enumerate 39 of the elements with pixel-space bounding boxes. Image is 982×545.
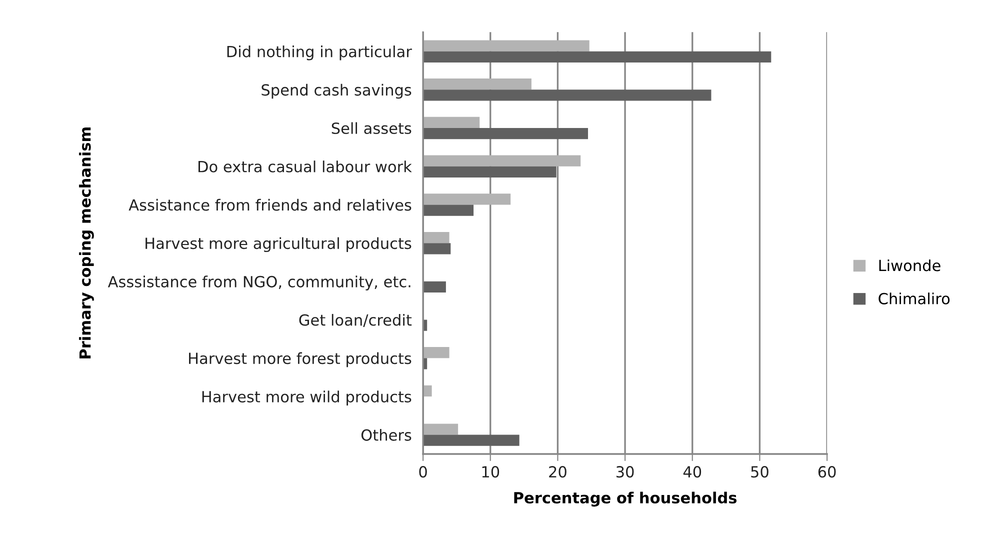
y-tick-label: Asssistance from NGO, community, etc. — [108, 276, 410, 290]
bar — [423, 116, 480, 128]
bar — [423, 51, 772, 62]
y-tick-label: Others — [361, 429, 412, 441]
bar — [423, 232, 450, 244]
x-tick-label: 30 — [616, 466, 634, 478]
bar — [423, 385, 432, 396]
legend-label: Chimaliro — [878, 292, 950, 304]
x-tick-label: 0 — [419, 466, 427, 478]
bar — [423, 194, 511, 205]
y-tick-label: Do extra casual labour work — [198, 160, 412, 172]
bar — [423, 40, 590, 52]
y-tick-label: Did nothing in particular — [227, 46, 412, 60]
bar — [423, 346, 450, 358]
bar — [423, 128, 588, 140]
bar — [423, 424, 458, 435]
x-tick-label: 20 — [549, 466, 566, 478]
y-tick-label: Assistance from friends and relatives — [128, 198, 412, 211]
x-axis-title: Percentage of households — [514, 492, 737, 507]
y-tick-label: Harvest more forest products — [189, 352, 412, 368]
y-tick-label: Harvest more agricultural products — [146, 237, 412, 252]
y-tick-label: Get loan/credit — [299, 314, 412, 327]
bar — [423, 434, 520, 446]
y-axis-title: Primary coping mechanism — [79, 128, 94, 358]
bar — [423, 155, 581, 166]
y-tick-label: Harvest more wild products — [202, 390, 412, 406]
bar — [423, 166, 556, 178]
bar — [423, 281, 446, 293]
bar — [423, 90, 712, 101]
y-tick-label: Sell assets — [332, 122, 412, 134]
x-tick-label: 10 — [482, 466, 500, 478]
x-tick-label: 60 — [818, 466, 836, 478]
y-tick-label: Spend cash savings — [262, 84, 412, 99]
legend-label: Liwonde — [879, 259, 940, 272]
bar — [423, 243, 451, 254]
x-tick-label: 50 — [751, 466, 768, 478]
x-tick-label: 40 — [683, 466, 702, 478]
bar — [423, 78, 532, 90]
bar — [423, 204, 474, 216]
